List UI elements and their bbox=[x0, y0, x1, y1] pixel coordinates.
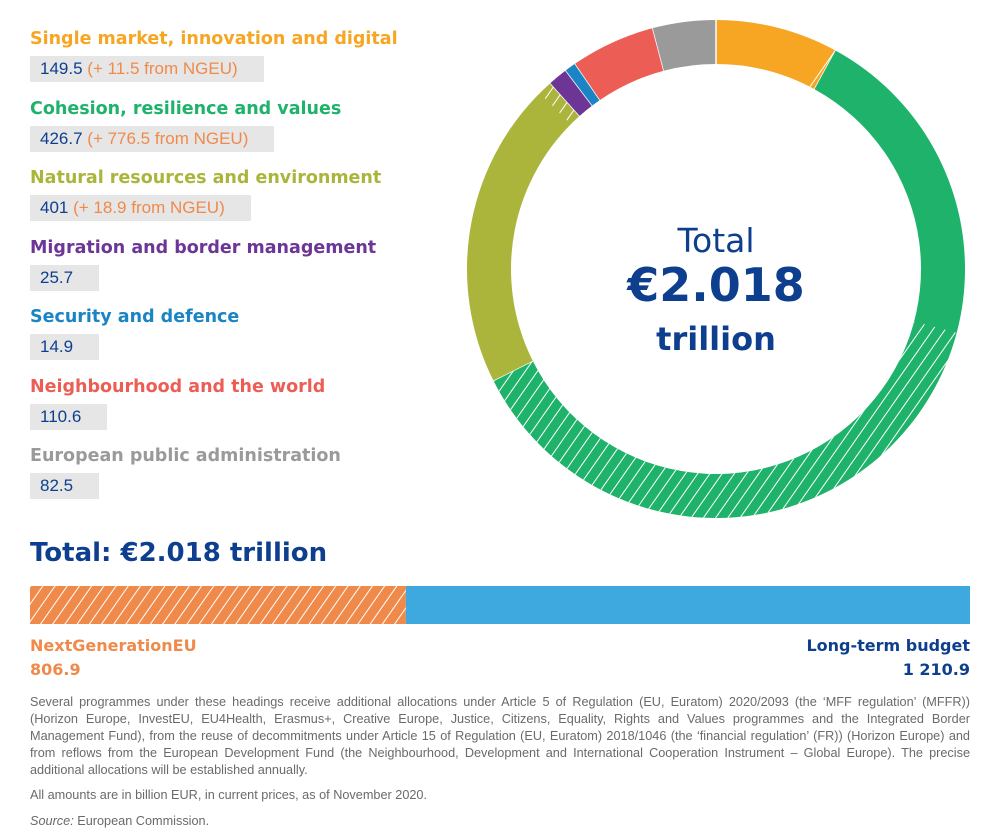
bar-segment-long-term bbox=[405, 586, 970, 624]
legend-label: Single market, innovation and digital bbox=[30, 29, 398, 49]
legend-item-natural-resources-and-environment: Natural resources and environment 401 (+ … bbox=[30, 167, 450, 237]
legend-ngeu-value: (+ 18.9 from NGEU) bbox=[73, 198, 225, 217]
center-total-unit: trillion bbox=[656, 320, 776, 358]
legend-value-box: 25.7 bbox=[30, 264, 100, 291]
source-value: European Commission. bbox=[73, 814, 210, 828]
ngeu-value: 806.9 bbox=[30, 660, 81, 679]
funding-split-bar bbox=[30, 586, 970, 624]
legend-item-cohesion-resilience-and-values: Cohesion, resilience and values 426.7 (+ … bbox=[30, 98, 450, 168]
legend-value-box: 426.7 (+ 776.5 from NGEU) bbox=[30, 125, 275, 152]
slice-neighbourhood-and-the-world bbox=[575, 28, 664, 100]
slice-natural-resources-and-environment bbox=[467, 83, 580, 381]
center-total-label: Total bbox=[676, 221, 754, 260]
source-label: Source: bbox=[30, 814, 74, 828]
legend-item-neighbourhood-and-the-world: Neighbourhood and the world 110.6 bbox=[30, 376, 450, 446]
legend-value-box: 149.5 (+ 11.5 from NGEU) bbox=[30, 56, 264, 82]
legend-item-european-public-administration: European public administration 82.5 bbox=[30, 445, 450, 515]
legend-ngeu-value: (+ 11.5 from NGEU) bbox=[87, 59, 238, 78]
legend-label: Neighbourhood and the world bbox=[30, 376, 326, 397]
legend-label: European public administration bbox=[30, 446, 341, 466]
legend-ngeu-value: (+ 776.5 from NGEU) bbox=[87, 128, 249, 148]
legend-value: 426.7 bbox=[40, 128, 83, 148]
legend-value: 82.5 bbox=[40, 476, 74, 495]
legend-item-migration-and-border-management: Migration and border management 25.7 bbox=[30, 237, 450, 307]
long-term-budget-label: Long-term budget bbox=[806, 636, 970, 655]
legend-value: 401 bbox=[40, 198, 69, 217]
slice-ngeu-hatch-cohesion-resilience-and-values bbox=[493, 321, 957, 518]
chart-legend: Single market, innovation and digital 149… bbox=[30, 28, 450, 515]
bar-segment-ngeu-hatch bbox=[30, 586, 406, 624]
slice-migration-and-border-management bbox=[550, 70, 593, 116]
slice-ngeu-hatch-natural-resources-and-environment bbox=[539, 83, 580, 125]
slice-divider bbox=[813, 49, 837, 91]
legend-item-security-and-defence: Security and defence 14.9 bbox=[30, 306, 450, 376]
slice-single-market-innovation-and-digital bbox=[716, 20, 836, 90]
legend-value: 14.9 bbox=[40, 337, 74, 356]
legend-value-box: 401 (+ 18.9 from NGEU) bbox=[30, 195, 251, 221]
legend-value: 25.7 bbox=[40, 267, 74, 287]
legend-value-box: 14.9 bbox=[30, 334, 100, 360]
slice-divider bbox=[564, 69, 594, 107]
long-term-budget-value: 1 210.9 bbox=[902, 660, 970, 679]
legend-value: 110.6 bbox=[40, 406, 82, 426]
footnote: Several programmes under these headings … bbox=[30, 695, 970, 777]
amounts-note: All amounts are in billion EUR, in curre… bbox=[30, 788, 428, 802]
legend-value-box: 110.6 bbox=[30, 403, 108, 430]
center-total-value: €2.018 bbox=[626, 258, 805, 312]
legend-label: Natural resources and environment bbox=[30, 168, 382, 188]
legend-label: Cohesion, resilience and values bbox=[30, 98, 342, 119]
ngeu-label: NextGenerationEU bbox=[30, 636, 197, 655]
legend-label: Security and defence bbox=[30, 307, 240, 327]
legend-item-single-market-innovation-and-digital: Single market, innovation and digital 149… bbox=[30, 28, 450, 98]
slice-security-and-defence bbox=[565, 63, 601, 106]
legend-value-box: 82.5 bbox=[30, 473, 100, 499]
total-heading: Total: €2.018 trillion bbox=[30, 538, 328, 568]
donut-chart: Total€2.018 trillion bbox=[467, 19, 965, 518]
slice-european-public-administration bbox=[652, 20, 716, 71]
slice-ngeu-hatch-single-market-innovation-and-digital bbox=[808, 46, 836, 90]
source-note: Source: European Commission. bbox=[30, 814, 209, 828]
legend-label: Migration and border management bbox=[30, 237, 377, 258]
legend-value: 149.5 bbox=[40, 59, 83, 78]
